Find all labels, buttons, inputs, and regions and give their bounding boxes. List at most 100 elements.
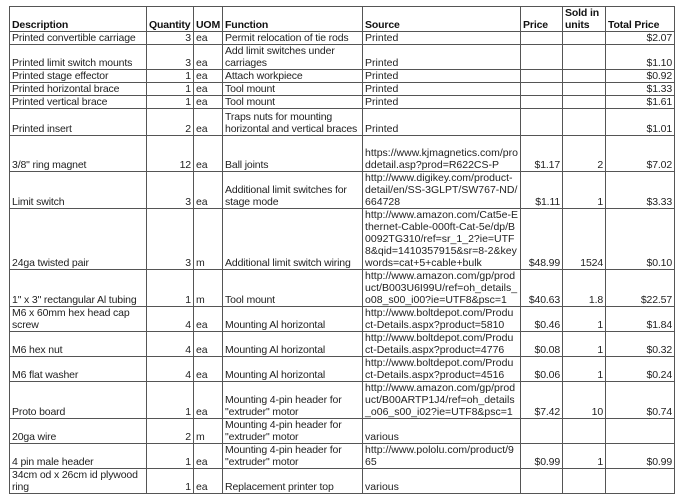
cell-price: [520, 31, 564, 45]
cell-quantity: 1: [146, 443, 194, 469]
cell-function: Additional limit switches for stage mode: [222, 171, 364, 209]
cell-source: http://www.amazon.com/Cat5e-Ethernet-Cab…: [362, 208, 522, 270]
cell-price: $7.42: [520, 381, 564, 419]
cell-function: Permit relocation of tie rods: [222, 31, 364, 45]
cell-description: Printed vertical brace: [9, 95, 147, 109]
cell-source: various: [362, 468, 522, 494]
cell-uom: ea: [192, 95, 224, 109]
cell-quantity: 1: [146, 82, 194, 96]
header-quantity: Quantity: [146, 6, 194, 32]
cell-function: Mounting 4-pin header for "extruder" mot…: [222, 418, 364, 444]
header-row: Description Quantity UOM Function Source…: [9, 6, 676, 32]
header-function: Function: [222, 6, 364, 32]
cell-description: M6 flat washer: [9, 356, 147, 382]
table-row: Printed horizontal brace 1 ea Tool mount Pri…: [9, 82, 676, 96]
cell-description: Printed horizontal brace: [9, 82, 147, 96]
cell-function: Traps nuts for mounting horizontal and v…: [222, 108, 364, 136]
cell-price: [520, 108, 564, 136]
cell-uom: ea: [192, 306, 224, 332]
cell-description: M6 x 60mm hex head cap screw: [9, 306, 147, 332]
table-row: Limit switch 3 ea Additional limit switches…: [9, 171, 676, 209]
cell-uom: ea: [192, 44, 224, 70]
cell-sold: 10: [562, 381, 607, 419]
cell-sold: 1: [562, 356, 607, 382]
cell-price: $1.17: [520, 135, 564, 172]
cell-description: Printed convertible carriage: [9, 31, 147, 45]
cell-quantity: 2: [146, 108, 194, 136]
cell-uom: m: [192, 269, 224, 307]
cell-uom: m: [192, 418, 224, 444]
header-price: Price: [520, 6, 564, 32]
cell-quantity: 4: [146, 356, 194, 382]
cell-total: $7.02: [605, 135, 676, 172]
cell-total: $0.32: [605, 331, 676, 357]
header-description: Description: [9, 6, 147, 32]
cell-quantity: 3: [146, 31, 194, 45]
cell-total: [605, 468, 676, 494]
cell-quantity: 4: [146, 306, 194, 332]
cell-description: Printed limit switch mounts: [9, 44, 147, 70]
table-row: 4 pin male header 1 ea Mounting 4-pin heade…: [9, 443, 676, 469]
cell-total: $22.57: [605, 269, 676, 307]
cell-total: $1.84: [605, 306, 676, 332]
cell-source: Printed: [362, 69, 522, 83]
cell-quantity: 1: [146, 269, 194, 307]
cell-total: $0.92: [605, 69, 676, 83]
cell-total: [605, 418, 676, 444]
cell-function: Tool mount: [222, 269, 364, 307]
cell-function: Tool mount: [222, 82, 364, 96]
cell-total: $0.24: [605, 356, 676, 382]
cell-uom: ea: [192, 381, 224, 419]
cell-price: [520, 69, 564, 83]
cell-source: Printed: [362, 108, 522, 136]
cell-function: Tool mount: [222, 95, 364, 109]
cell-uom: ea: [192, 443, 224, 469]
cell-source: http://www.boltdepot.com/Product-Details…: [362, 306, 522, 332]
cell-quantity: 4: [146, 331, 194, 357]
cell-source: http://www.amazon.com/gp/product/B00ARTP…: [362, 381, 522, 419]
cell-function: Mounting 4-pin header for "extruder" mot…: [222, 443, 364, 469]
cell-function: Additional limit switch wiring: [222, 208, 364, 270]
cell-sold: [562, 69, 607, 83]
cell-total: $3.33: [605, 171, 676, 209]
cell-description: Proto board: [9, 381, 147, 419]
cell-price: [520, 418, 564, 444]
cell-source: http://www.pololu.com/product/965: [362, 443, 522, 469]
table-row: M6 x 60mm hex head cap screw 4 ea Mounting …: [9, 306, 676, 332]
cell-description: 20ga wire: [9, 418, 147, 444]
cell-source: Printed: [362, 31, 522, 45]
cell-function: Attach workpiece: [222, 69, 364, 83]
cell-sold: 1.8: [562, 269, 607, 307]
cell-sold: [562, 31, 607, 45]
cell-source: http://www.boltdepot.com/Product-Details…: [362, 356, 522, 382]
cell-function: Mounting 4-pin header for "extruder" mot…: [222, 381, 364, 419]
cell-uom: ea: [192, 31, 224, 45]
cell-quantity: 1: [146, 69, 194, 83]
cell-function: Mounting Al horizontal: [222, 356, 364, 382]
cell-total: $0.99: [605, 443, 676, 469]
cell-total: $2.07: [605, 31, 676, 45]
cell-sold: 1: [562, 331, 607, 357]
cell-description: Limit switch: [9, 171, 147, 209]
cell-price: $40.63: [520, 269, 564, 307]
cell-quantity: 1: [146, 381, 194, 419]
cell-uom: ea: [192, 135, 224, 172]
table-row: M6 hex nut 4 ea Mounting Al horizontal http:…: [9, 331, 676, 357]
table-row: Printed stage effector 1 ea Attach workpiec…: [9, 69, 676, 83]
cell-description: M6 hex nut: [9, 331, 147, 357]
cell-quantity: 2: [146, 418, 194, 444]
cell-description: 24ga twisted pair: [9, 208, 147, 270]
table-row: Printed limit switch mounts 3 ea Add limit …: [9, 44, 676, 70]
table-row: 1" x 3" rectangular Al tubing 1 m Tool moun…: [9, 269, 676, 307]
cell-sold: [562, 44, 607, 70]
cell-quantity: 1: [146, 95, 194, 109]
cell-sold: 1: [562, 171, 607, 209]
cell-description: 3/8" ring magnet: [9, 135, 147, 172]
cell-price: $48.99: [520, 208, 564, 270]
cell-description: 4 pin male header: [9, 443, 147, 469]
cell-quantity: 3: [146, 44, 194, 70]
table-row: M6 flat washer 4 ea Mounting Al horizontal h…: [9, 356, 676, 382]
cell-sold: [562, 95, 607, 109]
cell-total: $1.10: [605, 44, 676, 70]
cell-source: various: [362, 418, 522, 444]
